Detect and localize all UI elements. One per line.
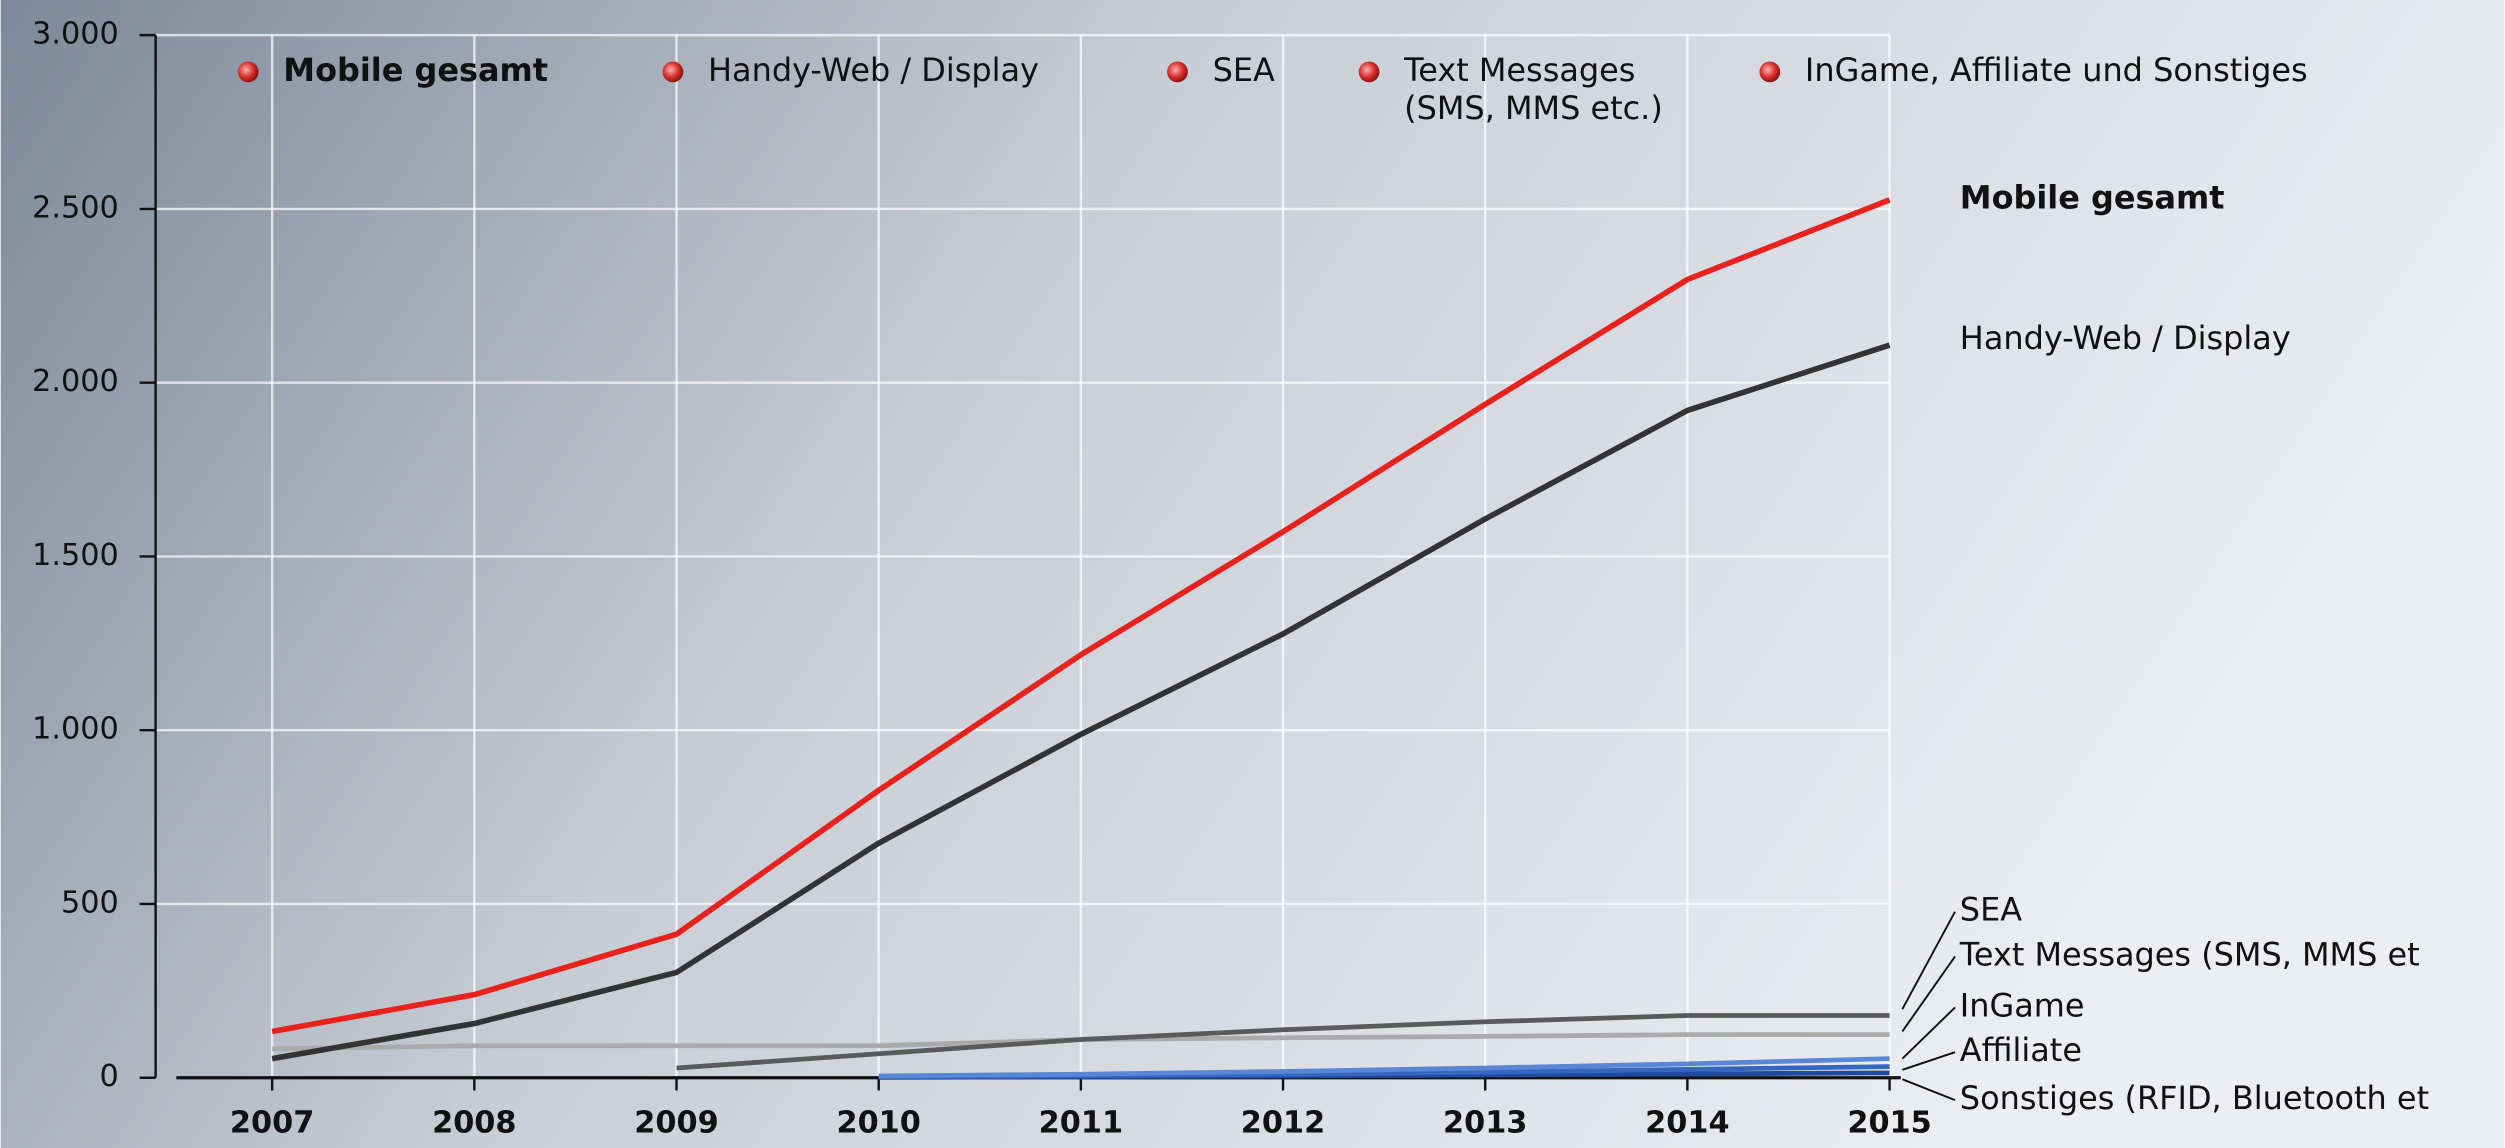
y-tick-label: 2.000 bbox=[32, 364, 119, 399]
series-end-label: SEA bbox=[1960, 891, 2022, 929]
series-line bbox=[878, 1056, 1890, 1079]
leader-line bbox=[1901, 955, 1956, 1033]
x-tick-label: 2009 bbox=[634, 1106, 718, 1141]
legend-label: SEA bbox=[1213, 51, 1275, 89]
lines bbox=[271, 197, 1891, 1080]
legend-label: Mobile gesamt bbox=[283, 51, 548, 89]
series-line bbox=[676, 1013, 1890, 1071]
legend-dot bbox=[1358, 61, 1380, 83]
series-end-label: Text Messages (SMS, MMS et bbox=[1959, 935, 2420, 973]
x-tick-label: 2014 bbox=[1645, 1106, 1729, 1141]
y-tick-label: 1.000 bbox=[32, 712, 119, 747]
y-tick-label: 500 bbox=[61, 885, 119, 920]
legend-label: InGame, Affiliate und Sonstiges bbox=[1805, 51, 2308, 89]
labels: Mobile gesamt Handy-Web / Display SEA Text … bbox=[237, 51, 2429, 1117]
leader-line bbox=[1901, 1078, 1956, 1101]
series-end-label: InGame bbox=[1960, 986, 2085, 1024]
series-end-label: Sonstiges (RFID, Bluetooth et bbox=[1960, 1079, 2429, 1117]
y-tick-label: 0 bbox=[100, 1059, 119, 1094]
x-tick-label: 2013 bbox=[1443, 1106, 1527, 1141]
legend-label: (SMS, MMS etc.) bbox=[1404, 89, 1663, 127]
x-tick-label: 2010 bbox=[836, 1106, 920, 1141]
y-tick-label: 3.000 bbox=[32, 17, 119, 52]
x-tick-label: 2011 bbox=[1039, 1106, 1123, 1141]
legend-dot bbox=[662, 61, 684, 83]
legend-dot bbox=[237, 61, 259, 83]
series-line bbox=[271, 197, 1891, 1035]
x-tick-label: 2012 bbox=[1241, 1106, 1325, 1141]
legend-label: Handy-Web / Display bbox=[708, 51, 1039, 89]
leader-line bbox=[1902, 1051, 1956, 1071]
x-tick-label: 2008 bbox=[432, 1106, 516, 1141]
axes: 0 500 1.000 1.500 2.000 2.500 3.000 2007 2008 200… bbox=[32, 17, 1932, 1141]
grid bbox=[155, 33, 1891, 1078]
series-end-label: Handy-Web / Display bbox=[1960, 319, 2291, 357]
leader-line bbox=[1901, 911, 1956, 1010]
legend-dot bbox=[1759, 61, 1781, 83]
series-end-label: Affiliate bbox=[1960, 1031, 2082, 1069]
legend-dot bbox=[1167, 61, 1188, 83]
y-tick-label: 1.500 bbox=[32, 538, 119, 573]
legend-label: Text Messages bbox=[1403, 51, 1635, 89]
series-line bbox=[271, 342, 1891, 1062]
y-tick-label: 2.500 bbox=[32, 190, 119, 225]
leader-line bbox=[1901, 1006, 1956, 1060]
series-end-label: Mobile gesamt bbox=[1960, 179, 2225, 217]
x-tick-label: 2007 bbox=[230, 1106, 314, 1141]
x-tick-label: 2015 bbox=[1847, 1106, 1931, 1141]
